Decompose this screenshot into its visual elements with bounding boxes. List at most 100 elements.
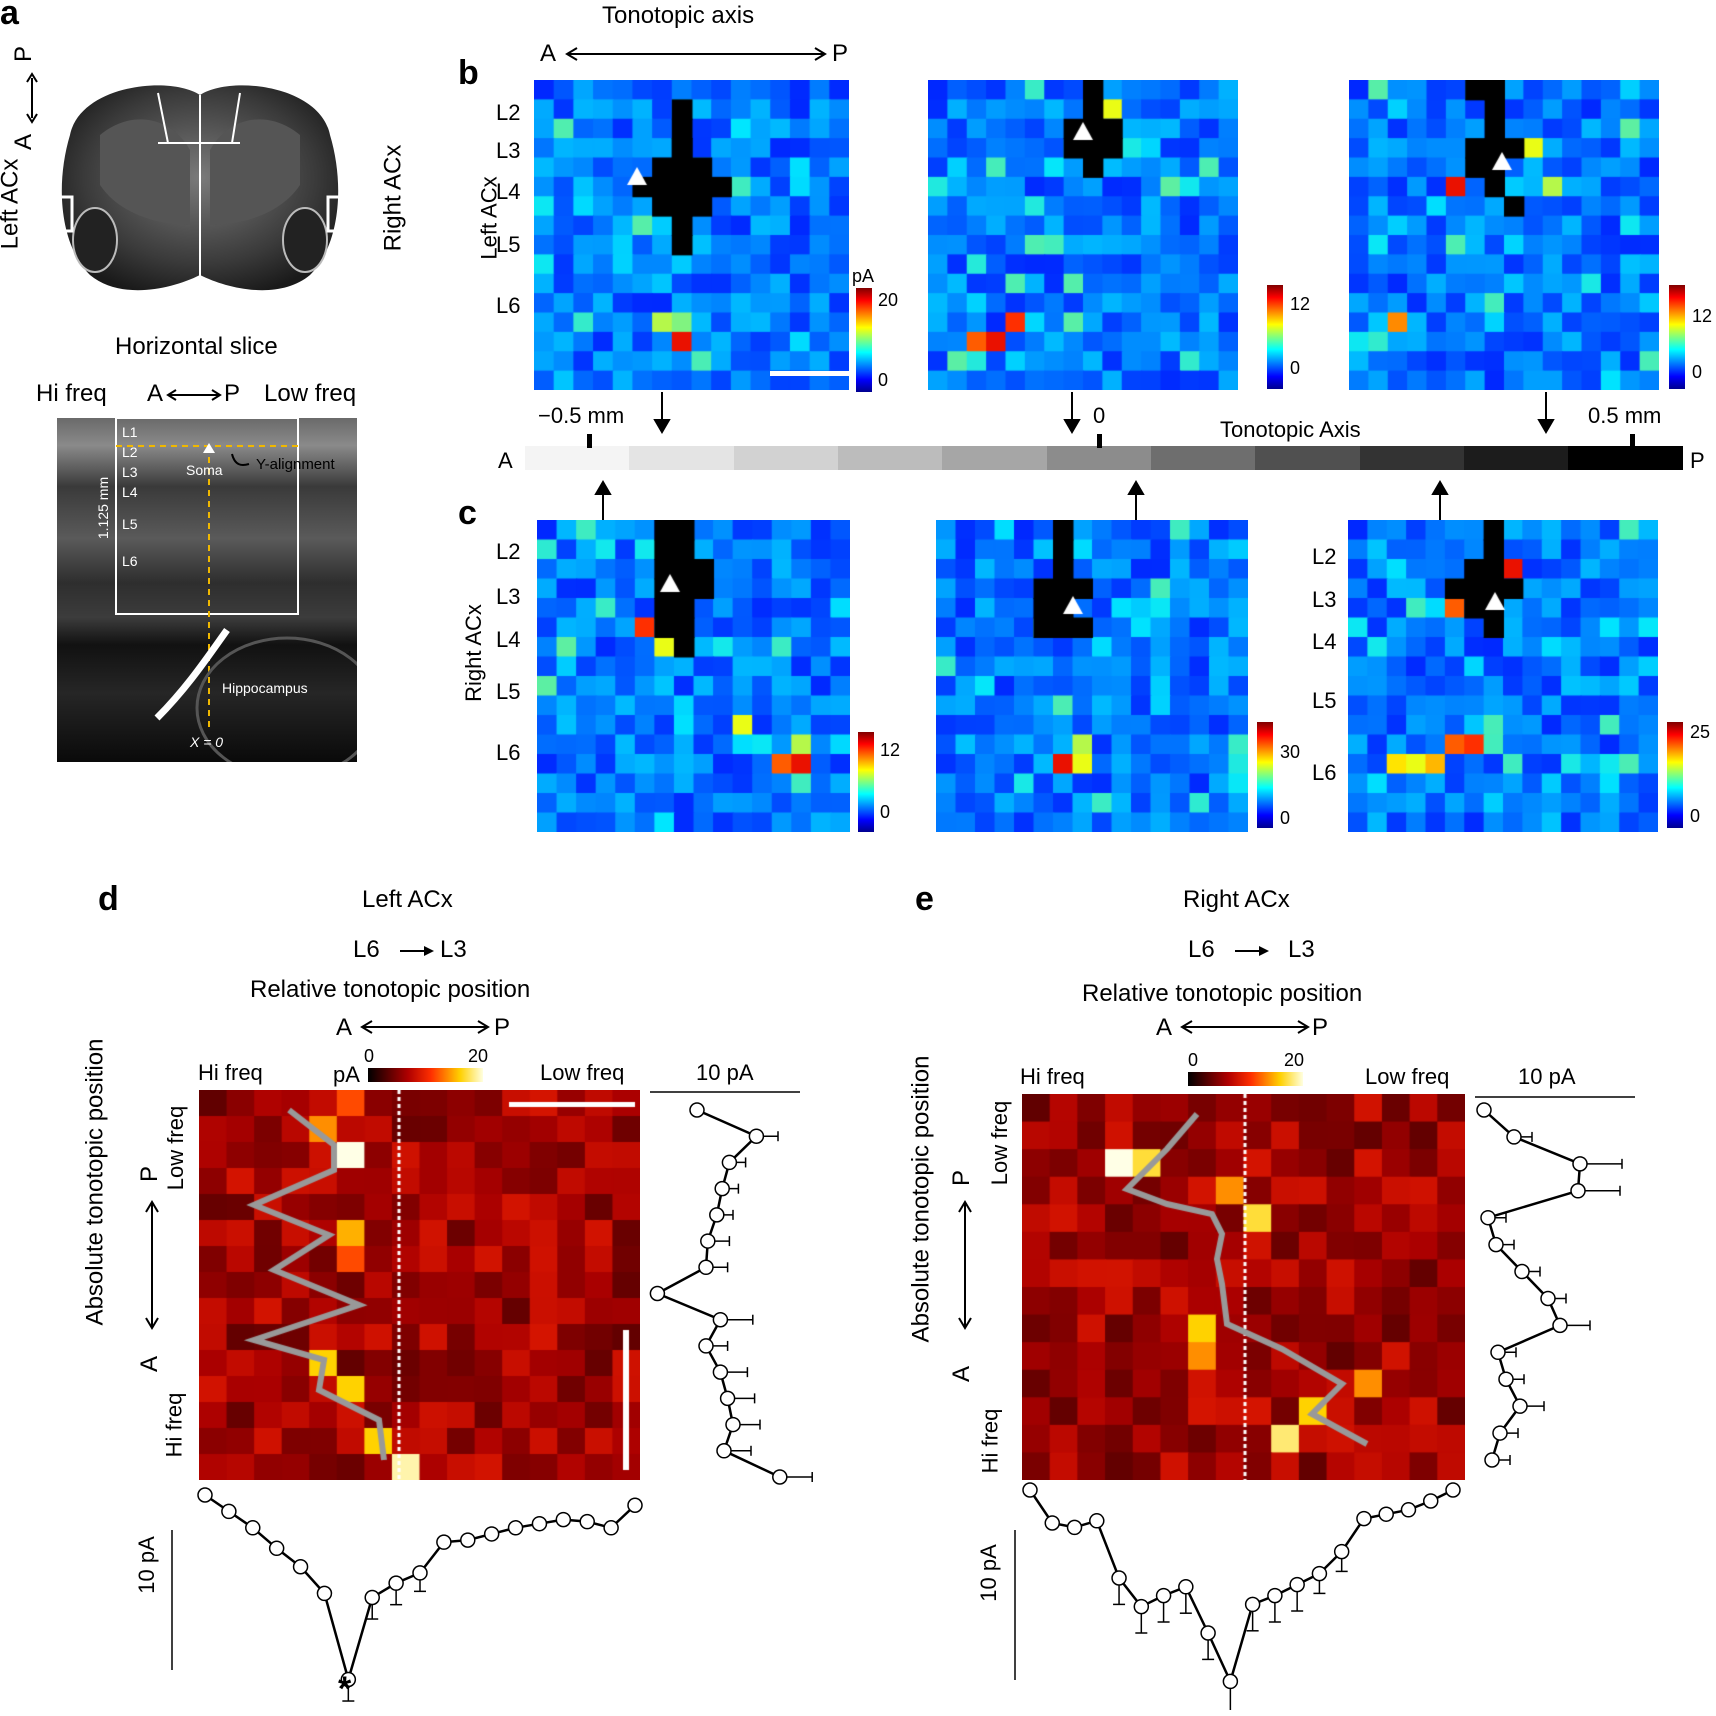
panel-b-layer-l2: L2: [496, 100, 521, 125]
slice-layer-l6: L6: [122, 553, 138, 569]
panel-e-y-a: A: [948, 1365, 976, 1383]
panel-e-from: L6: [1188, 936, 1215, 963]
cbar-b3-max: 12: [1692, 306, 1713, 326]
colorbar-b1: [856, 288, 872, 392]
data-point: [1044, 1515, 1061, 1531]
panel-e-bottom-profile: [1014, 1482, 1461, 1710]
data-point: [555, 1511, 572, 1528]
panel-d-y-low: Low freq: [163, 1105, 189, 1191]
heatmap-c-middle: [936, 520, 1248, 832]
data-point: [1155, 1587, 1172, 1604]
panel-b-layer-l3: L3: [496, 138, 521, 163]
heatmap-b-middle: [928, 80, 1238, 390]
panel-e-y-p: P: [948, 1169, 976, 1187]
panel-c-rlayer-l2: L2: [1312, 544, 1337, 569]
panel-a-ap-a: A: [147, 380, 164, 407]
strip-p: P: [1690, 448, 1705, 473]
brain-section-image: [40, 85, 360, 291]
panel-e-low-freq: Low freq: [1365, 1064, 1450, 1089]
panel-d-bottom-profile: [171, 1487, 643, 1702]
data-point: [1514, 1263, 1530, 1280]
data-point: [772, 1469, 788, 1485]
panel-c-layer-l6: L6: [496, 740, 521, 765]
panel-a-hi-freq: Hi freq: [36, 380, 107, 407]
data-point: [1178, 1579, 1194, 1595]
data-point: [1552, 1317, 1568, 1334]
cbar-c2-max: 30: [1280, 742, 1301, 762]
strip-tick-pos: 0.5 mm: [1588, 403, 1662, 428]
data-point: [1400, 1502, 1417, 1518]
strip-tick-neg: −0.5 mm: [538, 403, 625, 428]
data-point: [1289, 1576, 1305, 1593]
slice-x0-label: X = 0: [190, 734, 224, 750]
slice-soma-label: Soma: [186, 462, 223, 478]
panel-e-label: e: [915, 880, 934, 918]
cbar-c3-max: 25: [1690, 722, 1711, 742]
colorbar-c1: [858, 732, 874, 832]
panel-d-y-hi: Hi freq: [161, 1392, 187, 1458]
data-point: [712, 1364, 729, 1380]
data-point: [700, 1233, 716, 1249]
data-point: [1111, 1570, 1127, 1586]
panel-d-subtitle: Relative tonotopic position: [250, 976, 531, 1003]
panel-d-cbar-min: 0: [364, 1046, 375, 1066]
panel-e-cbar-min: 0: [1188, 1050, 1199, 1070]
strip-tick-mark-pos: [1630, 434, 1635, 448]
data-point: [1022, 1482, 1038, 1498]
heatmap-c-right: [1348, 520, 1658, 832]
data-point: [1476, 1102, 1492, 1118]
data-point: [268, 1540, 285, 1557]
panel-e-right-profile: [1475, 1096, 1635, 1468]
panel-c-rlayer-l4: L4: [1312, 629, 1337, 654]
connector-arrows: [594, 392, 1555, 522]
profile-line: [654, 1108, 781, 1479]
panel-d-significance-star: *: [338, 1670, 352, 1708]
panel-d-ap-a: A: [336, 1014, 353, 1041]
panel-d-cbar-unit: pA: [333, 1062, 360, 1087]
data-point: [1506, 1129, 1522, 1145]
panel-a-label: a: [0, 0, 19, 32]
panel-d-scale-bottom-label: 10 pA: [133, 1536, 159, 1594]
panel-e-y-arrow: [958, 1200, 972, 1330]
data-point: [1222, 1673, 1239, 1690]
cbar-b1-max: 20: [878, 290, 899, 310]
panel-c-layer-l4: L4: [496, 627, 521, 652]
heatmap-b-right: [1349, 80, 1659, 390]
data-point: [197, 1487, 213, 1503]
panel-d-colorbar: [368, 1068, 483, 1082]
colorbar-b2: [1267, 285, 1283, 389]
data-point: [1572, 1156, 1588, 1172]
panel-e-ap-arrow: [1180, 1020, 1310, 1034]
data-point: [579, 1513, 595, 1530]
data-point: [221, 1503, 237, 1520]
data-point: [1333, 1543, 1350, 1560]
data-point: [1540, 1290, 1556, 1307]
panel-c-label: c: [458, 494, 477, 532]
cbar-b1-unit: pA: [852, 266, 875, 286]
panel-e-y-title: Absolute tonotopic position: [907, 1055, 935, 1343]
cbar-c2-min: 0: [1280, 808, 1291, 828]
data-point: [1311, 1565, 1328, 1582]
data-point: [1445, 1482, 1461, 1498]
data-point: [698, 1259, 714, 1276]
data-point: [245, 1520, 261, 1536]
data-point: [649, 1285, 666, 1302]
data-point: [1356, 1510, 1372, 1527]
horizontal-slice-image: [57, 418, 357, 762]
data-point: [1498, 1371, 1514, 1387]
data-point: [689, 1102, 705, 1118]
data-point: [316, 1585, 333, 1602]
data-point: [388, 1575, 404, 1591]
slice-y-alignment-label: Y-alignment: [256, 456, 335, 473]
data-point: [1133, 1598, 1150, 1615]
data-point: [709, 1207, 725, 1223]
panel-b-label: b: [458, 54, 479, 92]
data-point: [1512, 1398, 1528, 1414]
data-point: [364, 1589, 380, 1606]
data-point: [1570, 1183, 1586, 1199]
data-point: [1490, 1344, 1506, 1361]
data-point: [603, 1520, 619, 1536]
panel-c-rlayer-l6: L6: [1312, 760, 1337, 785]
panel-b-tonotopic-axis: Tonotopic axis: [602, 2, 755, 29]
panel-c-layer-l3: L3: [496, 584, 521, 609]
